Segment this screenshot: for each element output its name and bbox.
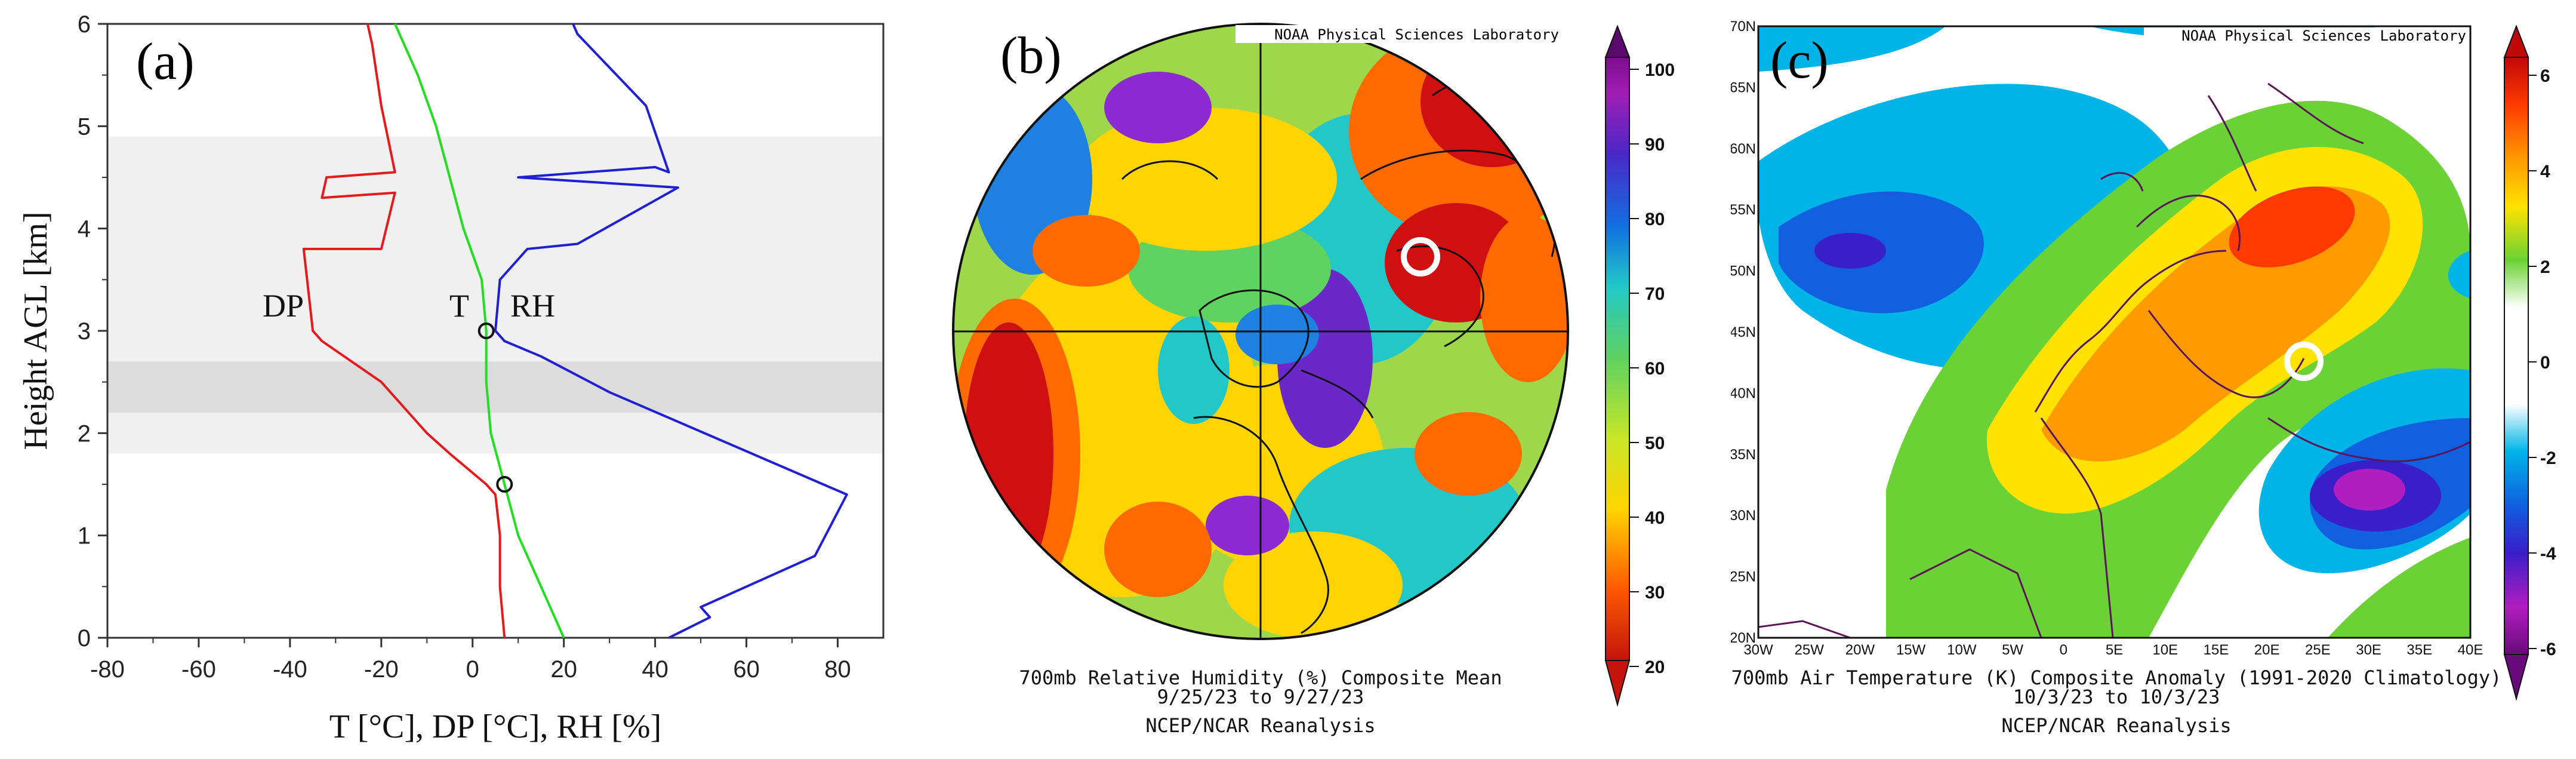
credit-box — [2144, 27, 2469, 44]
x-tick-label: 0 — [466, 656, 479, 683]
t-curve-label: T — [449, 288, 469, 324]
colorbar-tick-label: 40 — [1645, 508, 1665, 528]
lon-tick-label: 20W — [1845, 642, 1875, 658]
colorbar-tick-label: 4 — [2540, 162, 2550, 182]
panel-b-rh-map: NOAA Physical Sciences Laboratory (b) 10… — [952, 23, 1675, 737]
credit-box — [1235, 25, 1577, 43]
colorbar-tick-label: 0 — [2540, 353, 2550, 373]
y-tick-label: 3 — [78, 318, 91, 345]
colorbar-tick-label: 60 — [1645, 359, 1665, 379]
lon-tick-label: 0 — [2060, 642, 2067, 658]
lon-tick-label: 30E — [2356, 642, 2381, 658]
lat-tick-label: 20N — [1731, 630, 1756, 646]
y-tick-label: 5 — [78, 113, 91, 140]
map-c-caption-1: 700mb Air Temperature (K) Composite Anom… — [1731, 666, 2502, 689]
panel-a-label: (a) — [136, 33, 195, 91]
colorbar-tick-label: 70 — [1645, 284, 1665, 304]
colorbar-tick-label: 30 — [1645, 583, 1665, 603]
y-tick-label: 2 — [78, 420, 91, 447]
map-c-caption-2: 10/3/23 to 10/3/23 — [2013, 686, 2220, 708]
colorbar-tick-label: -4 — [2540, 544, 2556, 564]
x-tick-label: 20 — [550, 656, 577, 683]
y-axis-title: Height AGL [km] — [17, 211, 54, 450]
x-tick-label: -40 — [273, 656, 307, 683]
noaa-credit: NOAA Physical Sciences Laboratory — [1274, 26, 1559, 43]
lon-tick-label: 30W — [1743, 642, 1773, 658]
temp-colorbar — [2504, 57, 2529, 655]
colorbar-tick-label: 50 — [1645, 434, 1665, 453]
lat-tick-label: 25N — [1731, 569, 1756, 585]
lon-tick-label: 10W — [1947, 642, 1977, 658]
map-frame — [1757, 25, 2472, 639]
lat-tick-label: 50N — [1731, 263, 1756, 279]
lon-tick-label: 25W — [1795, 642, 1825, 658]
x-tick-label: -20 — [364, 656, 399, 683]
colorbar-tick-label: -6 — [2540, 640, 2556, 659]
panel-c-temp-anomaly-map: NOAA Physical Sciences Laboratory (c) 70… — [1731, 19, 2556, 737]
y-tick-label: 4 — [78, 216, 91, 242]
panel-a-profile-chart: -80 -60 -40 -20 0 20 40 60 80 0 1 2 3 4 5 6 (a) DP T RH… — [17, 11, 885, 745]
rh-colorbar — [1605, 57, 1630, 661]
map-b-caption-1: 700mb Relative Humidity (%) Composite Me… — [1019, 666, 1502, 689]
lon-tick-label: 15E — [2204, 642, 2229, 658]
x-tick-label: -80 — [90, 656, 125, 683]
colorbar-bottom-arrow — [1604, 660, 1631, 707]
lat-tick-label: 60N — [1731, 141, 1756, 157]
lon-tick-label: 5W — [2002, 642, 2023, 658]
colorbar-tick-label: 90 — [1645, 135, 1665, 155]
lon-tick-label: 35E — [2406, 642, 2432, 658]
colorbar-tick-label: 100 — [1645, 60, 1675, 80]
colorbar-tick-label: 80 — [1645, 210, 1665, 229]
lon-tick-label: 5E — [2106, 642, 2123, 658]
rh-curve-label: RH — [510, 288, 555, 324]
dp-profile-line — [302, 23, 506, 638]
lat-tick-label: 65N — [1731, 79, 1756, 96]
colorbar-top-arrow — [1604, 24, 1631, 58]
colorbar-bottom-arrow — [2503, 654, 2529, 701]
lat-tick-label: 55N — [1731, 202, 1756, 218]
colorbar-tick-label: 6 — [2540, 66, 2550, 86]
map-b-caption-2: 9/25/23 to 9/27/23 — [1157, 686, 1364, 708]
rh-field — [953, 24, 1568, 639]
x-axis-title: T [°C], DP [°C], RH [%] — [329, 708, 662, 745]
panel-b-label: (b) — [1000, 27, 1062, 85]
colorbar-top-arrow — [2503, 24, 2529, 58]
map-c-caption-3: NCEP/NCAR Reanalysis — [2001, 714, 2231, 737]
profile-marker — [477, 322, 495, 339]
map-b-caption-3: NCEP/NCAR Reanalysis — [1145, 714, 1375, 737]
location-marker — [2284, 342, 2324, 381]
noaa-credit: NOAA Physical Sciences Laboratory — [2181, 27, 2466, 44]
y-tick-label: 0 — [78, 625, 91, 652]
rh-profile-line — [494, 23, 848, 639]
coastlines — [1758, 82, 2470, 638]
colorbar-tick-label: 2 — [2540, 257, 2550, 277]
lat-tick-label: 30N — [1731, 508, 1756, 524]
profile-marker — [496, 476, 513, 493]
t-profile-line — [393, 23, 565, 638]
lon-tick-label: 40E — [2458, 642, 2483, 658]
lon-tick-label: 25E — [2305, 642, 2331, 658]
location-marker — [1401, 237, 1440, 276]
colorbar-tick-label: 20 — [1645, 657, 1665, 677]
colorbar-tick-label: -2 — [2540, 448, 2556, 468]
x-tick-label: 80 — [824, 656, 851, 683]
x-tick-label: 60 — [733, 656, 760, 683]
lat-tick-label: 40N — [1731, 385, 1756, 401]
shaded-layer-band — [107, 361, 883, 413]
dp-curve-label: DP — [263, 288, 304, 324]
lat-tick-label: 35N — [1731, 447, 1756, 463]
lon-tick-label: 20E — [2254, 642, 2280, 658]
lat-tick-label: 70N — [1731, 19, 1756, 35]
temp-anomaly-field — [1758, 26, 2470, 638]
x-tick-label: -60 — [181, 656, 216, 683]
x-tick-label: 40 — [642, 656, 668, 683]
lon-tick-label: 15W — [1896, 642, 1926, 658]
y-tick-label: 6 — [78, 11, 91, 38]
lon-tick-label: 10E — [2152, 642, 2178, 658]
lat-tick-label: 45N — [1731, 324, 1756, 340]
y-tick-label: 1 — [78, 523, 91, 549]
panel-c-label: (c) — [1770, 32, 1829, 90]
